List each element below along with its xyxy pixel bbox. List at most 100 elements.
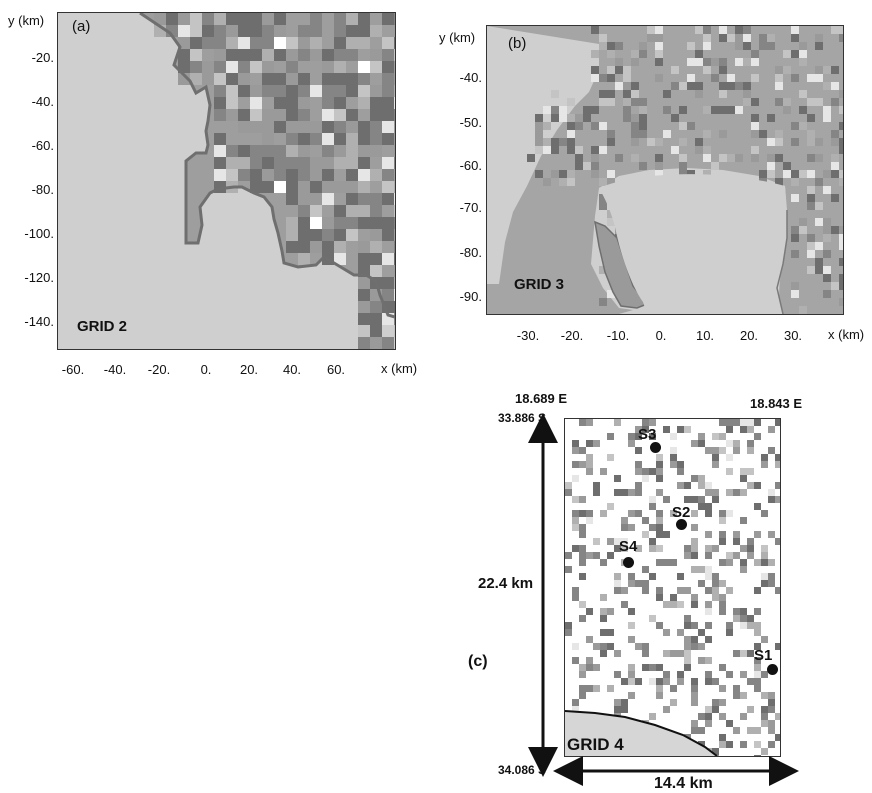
panel-a-landuse-cell [286, 109, 298, 121]
panel-c-landuse-cell [754, 517, 761, 524]
panel-c-landuse-cell [649, 433, 656, 440]
panel-c-landuse-cell [705, 489, 712, 496]
panel-c-landuse-cell [719, 524, 726, 531]
panel-c-landuse-cell [635, 559, 642, 566]
panel-c-landuse-cell [726, 559, 733, 566]
panel-a-landuse-cell [370, 301, 382, 313]
panel-a-landuse-cell [370, 229, 382, 241]
panel-c-landuse-cell [705, 538, 712, 545]
panel-b-landuse-cell [543, 178, 551, 186]
panel-a-landuse-cell [394, 241, 395, 253]
panel-c-landuse-cell [740, 615, 747, 622]
panel-c-landuse-cell [642, 601, 649, 608]
panel-b-landuse-cell [679, 162, 687, 170]
panel-b-landuse-cell [551, 138, 559, 146]
panel-a-landuse-cell [214, 13, 226, 25]
panel-c-landuse-cell [698, 482, 705, 489]
panel-c-landuse-cell [740, 426, 747, 433]
panel-c-landuse-cell [593, 699, 600, 706]
panel-c-landuse-cell [593, 608, 600, 615]
panel-c-landuse-cell [614, 629, 621, 636]
panel-b-x-axis-label: x (km) [828, 327, 865, 342]
panel-b-landuse-cell [655, 162, 663, 170]
panel-c-landuse-cell [600, 503, 607, 510]
panel-a-landuse-cell [262, 49, 274, 61]
panel-a-landuse-cell [214, 73, 226, 85]
panel-b-landuse-cell [751, 98, 759, 106]
panel-c-landuse-cell [614, 650, 621, 657]
panel-a-landuse-cell [214, 97, 226, 109]
panel-b-landuse-cell [839, 298, 843, 306]
panel-c-landuse-cell [649, 419, 656, 426]
panel-b-landuse-cell [799, 218, 807, 226]
panel-b-landuse-cell [615, 66, 623, 74]
panel-b-landuse-cell [751, 122, 759, 130]
panel-a-landuse-cell [358, 97, 370, 109]
panel-c-landuse-cell [593, 447, 600, 454]
panel-c-landuse-cell [586, 671, 593, 678]
panel-c-landuse-cell [761, 461, 768, 468]
panel-b-landuse-cell [559, 106, 567, 114]
panel-c-landuse-cell [670, 629, 677, 636]
panel-c-landuse-cell [691, 699, 698, 706]
panel-b-landuse-cell [655, 58, 663, 66]
panel-a-landuse-cell [274, 49, 286, 61]
panel-c-landuse-cell [663, 482, 670, 489]
panel-b-landuse-cell [823, 66, 831, 74]
panel-c-landuse-cell [705, 671, 712, 678]
panel-c-landuse-cell [565, 489, 572, 496]
panel-a-landuse-cell [358, 61, 370, 73]
panel-c-landuse-cell [565, 566, 572, 573]
panel-c-landuse-cell [691, 510, 698, 517]
panel-a-landuse-cell [298, 241, 310, 253]
panel-c-landuse-cell [642, 531, 649, 538]
panel-b-landuse-cell [735, 26, 743, 34]
panel-c-landuse-cell [705, 713, 712, 720]
panel-c-landuse-cell [733, 503, 740, 510]
panel-a-landuse-cell [358, 13, 370, 25]
panel-a-landuse-cell [394, 37, 395, 49]
panel-c-landuse-cell [698, 685, 705, 692]
panel-c-landuse-cell [712, 454, 719, 461]
panel-c-landuse-cell [705, 587, 712, 594]
panel-b-landuse-cell [831, 226, 839, 234]
panel-c-landuse-cell [747, 461, 754, 468]
panel-c-landuse-cell [572, 447, 579, 454]
panel-b-landuse-cell [807, 186, 815, 194]
panel-c-landuse-cell [642, 580, 649, 587]
panel-c-landuse-cell [628, 692, 635, 699]
panel-a-landuse-cell [334, 109, 346, 121]
panel-a-landuse-cell [322, 97, 334, 109]
panel-c-landuse-cell [733, 545, 740, 552]
panel-c-landuse-cell [768, 454, 775, 461]
panel-c-landuse-cell [565, 608, 572, 615]
panel-c-landuse-cell [740, 489, 747, 496]
panel-c-landuse-cell [670, 608, 677, 615]
panel-c-landuse-cell [628, 706, 635, 713]
panel-c-landuse-cell [677, 468, 684, 475]
panel-a-landuse-cell [310, 169, 322, 181]
panel-a-landuse-cell [334, 241, 346, 253]
panel-b-landuse-cell [695, 50, 703, 58]
panel-c-landuse-cell [726, 657, 733, 664]
panel-c-landuse-cell [726, 734, 733, 741]
panel-b-landuse-cell [631, 130, 639, 138]
panel-a-landuse-cell [394, 289, 395, 301]
panel-a-landuse-cell [394, 313, 395, 325]
panel-c-landuse-cell [642, 664, 649, 671]
panel-c-landuse-cell [663, 629, 670, 636]
panel-c-landuse-cell [670, 699, 677, 706]
panel-a-landuse-cell [274, 73, 286, 85]
panel-a-landuse-cell [358, 157, 370, 169]
panel-c-landuse-cell [663, 615, 670, 622]
panel-c-landuse-cell [600, 587, 607, 594]
panel-c-landuse-cell [719, 664, 726, 671]
panel-a-landuse-cell [370, 97, 382, 109]
panel-c-landuse-cell [614, 664, 621, 671]
panel-c-landuse-cell [733, 566, 740, 573]
panel-b-x-tick: -20. [560, 328, 584, 343]
panel-c-landuse-cell [614, 671, 621, 678]
panel-c-landuse-cell [565, 685, 572, 692]
panel-c-landuse-cell [579, 510, 586, 517]
panel-c-landuse-cell [684, 615, 691, 622]
